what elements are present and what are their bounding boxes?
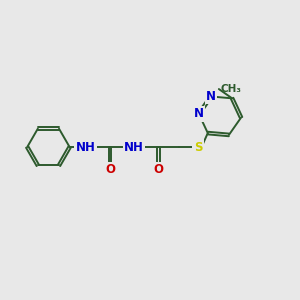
- Text: O: O: [105, 163, 115, 176]
- Text: N: N: [194, 107, 204, 120]
- Text: N: N: [206, 90, 216, 103]
- Text: CH₃: CH₃: [220, 84, 241, 94]
- Text: NH: NH: [76, 141, 96, 154]
- Text: S: S: [194, 141, 202, 154]
- Text: NH: NH: [124, 141, 144, 154]
- Text: O: O: [153, 163, 163, 176]
